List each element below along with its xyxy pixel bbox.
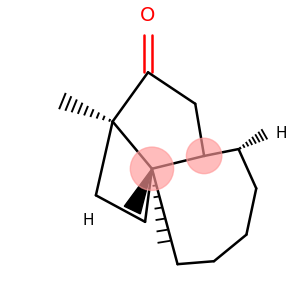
Text: H: H (82, 213, 94, 228)
Polygon shape (124, 169, 152, 214)
Circle shape (186, 138, 222, 174)
Circle shape (130, 147, 174, 190)
Text: H: H (276, 126, 287, 141)
Text: O: O (140, 6, 156, 25)
